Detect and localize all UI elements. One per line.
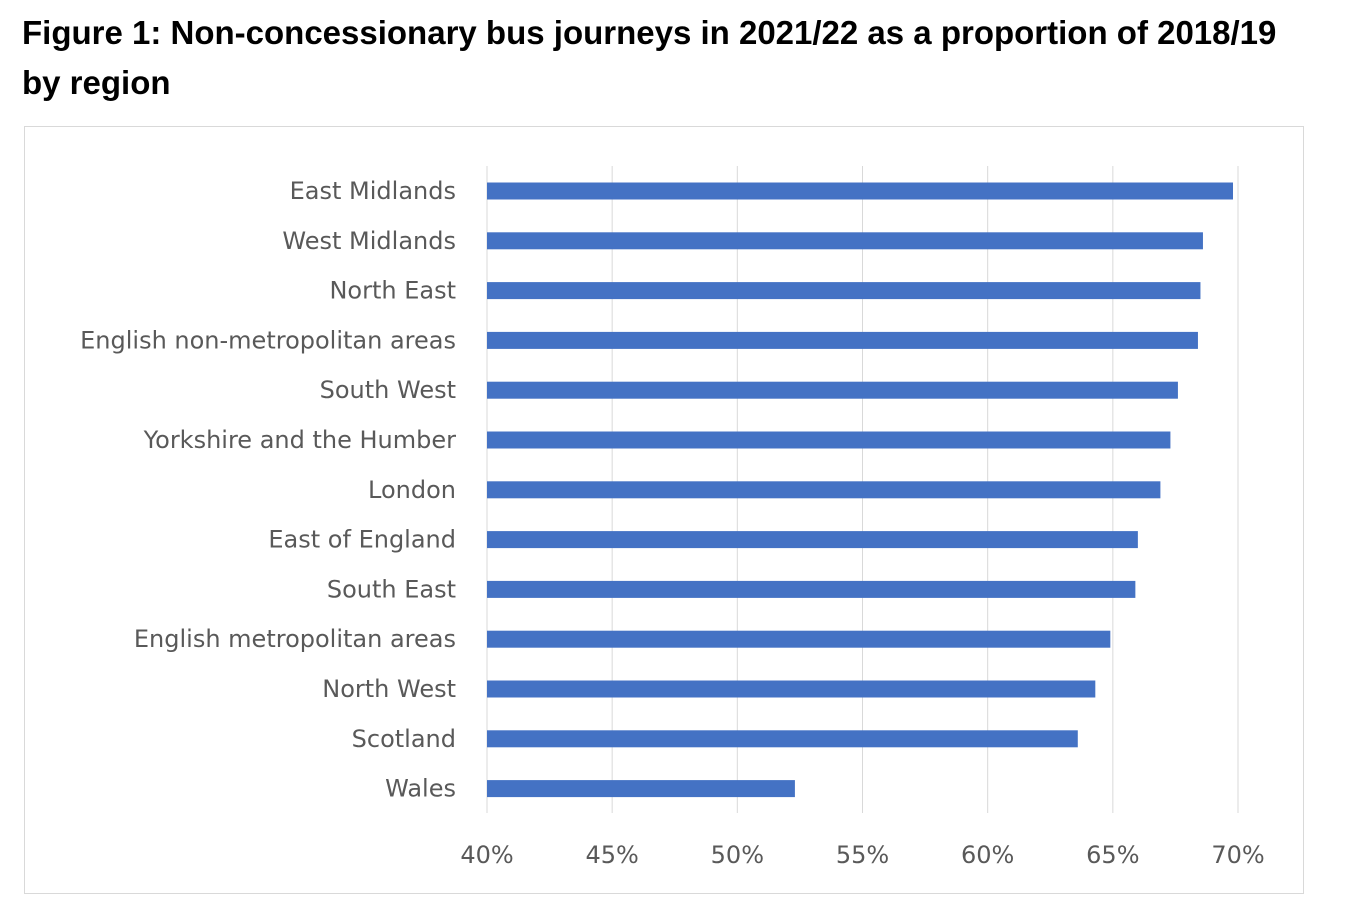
bar [487,730,1078,748]
chart-frame [24,126,1304,894]
bar [487,630,1111,648]
bar [487,680,1096,698]
category-label: South East [327,575,456,603]
bar [487,431,1171,449]
category-label: London [368,476,456,504]
figure-title: Figure 1: Non-concessionary bus journeys… [22,14,1277,101]
bar [487,580,1136,598]
x-tick-label: 65% [1086,841,1139,869]
bars [487,182,1233,798]
x-tick-label: 60% [961,841,1014,869]
bar [487,780,795,798]
bar [487,282,1201,300]
x-tick-label: 70% [1211,841,1264,869]
category-label: West Midlands [282,227,456,255]
category-label: East Midlands [290,177,456,205]
x-tick-label: 55% [836,841,889,869]
bar [487,182,1233,200]
category-label: English metropolitan areas [134,625,456,653]
bar [487,331,1198,349]
bar [487,531,1138,549]
category-label: East of England [268,526,456,554]
x-tick-labels: 40% 45% 50% 55% 60% 65% 70% [460,841,1264,869]
bar [487,232,1203,250]
category-label: North East [329,277,456,305]
bar [487,481,1161,499]
x-tick-label: 40% [460,841,513,869]
bar [487,381,1178,399]
category-label: Scotland [352,725,456,753]
category-label: Yorkshire and the Humber [143,426,456,454]
category-label: South West [320,376,456,404]
category-label: North West [322,675,456,703]
category-label: Wales [385,775,456,803]
x-tick-label: 45% [585,841,638,869]
category-labels: East Midlands West Midlands North East Engl… [80,177,456,803]
category-label: English non-metropolitan areas [80,326,456,354]
x-tick-label: 50% [711,841,764,869]
